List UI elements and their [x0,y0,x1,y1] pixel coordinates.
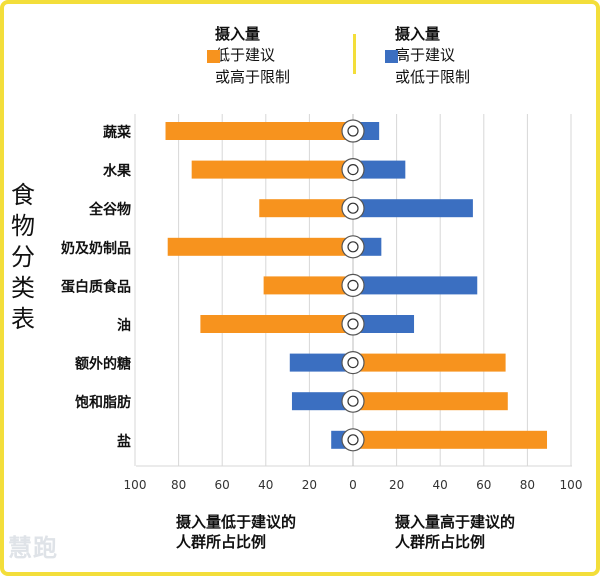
legend-over-line-2: 或低于限制 [395,68,471,86]
dairy-icon-glyph [347,241,359,253]
x-tick-label: 100 [124,478,147,492]
x-tick-label: 60 [215,478,230,492]
x-tick-label: 20 [302,478,317,492]
watermark-logo: 慧跑 [8,534,58,562]
bar-right-7 [353,353,506,372]
bar-left-7 [289,353,353,372]
legend-under-title: 摄入量 [215,25,261,43]
footer-over-line-1: 摄入量高于建议的 [395,513,516,531]
grain-icon-glyph [347,202,359,214]
y-title-char: 食 [11,181,35,209]
dairy-icon [341,235,365,259]
butter-icon [341,389,365,413]
bar-left-8 [291,392,353,411]
sugar-icon [341,351,365,375]
bar-right-3 [353,199,473,218]
category-label: 蛋白质食品 [61,278,131,295]
fruit-icon-glyph [347,164,359,176]
bar-right-6 [353,315,415,333]
oil-icon [341,312,365,336]
bar-left-2 [191,160,353,179]
bar-left-6 [200,315,353,333]
y-title-char: 物 [11,212,35,240]
salt-icon-glyph [347,434,359,446]
category-label: 水果 [103,163,132,180]
legend-over: 摄入量 高于建议 或低于限制 [385,24,525,88]
bar-right-8 [353,392,508,411]
x-tick-label: 100 [560,478,583,492]
grain-icon [341,196,365,220]
x-tick-label: 40 [433,478,448,492]
y-title-char: 分 [11,243,35,271]
bar-left-1 [165,122,353,140]
salt-icon [341,428,365,452]
protein-icon [341,273,365,297]
y-title-char: 类 [11,274,35,302]
bar-left-4 [167,237,353,256]
bar-right-2 [353,160,406,179]
category-label: 额外的糖 [75,356,131,373]
footer-over-note: 摄入量高于建议的 人群所占比例 [395,512,515,552]
footer-under-note: 摄入量低于建议的 人群所占比例 [176,512,296,552]
legend-under: 摄入量 低于建议 或高于限制 [207,24,345,88]
category-label: 饱和脂肪 [75,394,131,411]
protein-icon-glyph [347,279,359,291]
category-label: 油 [117,317,131,334]
oil-icon-glyph [347,318,359,330]
fruit-icon [341,158,365,182]
bar-left-3 [259,199,353,218]
y-axis-title: 食 物 分 类 表 [10,180,36,335]
broccoli-icon-glyph [347,125,359,137]
legend-under-swatch [207,50,220,63]
category-label: 奶及奶制品 [61,240,131,257]
sugar-icon-glyph [347,357,359,369]
footer-under-line-2: 人群所占比例 [176,533,267,551]
legend-under-line-1: 低于建议 [215,46,276,64]
category-label: 蔬菜 [103,124,132,141]
x-tick-label: 80 [520,478,535,492]
broccoli-icon [341,119,365,143]
category-label: 盐 [117,433,131,450]
legend-over-line-1: 高于建议 [395,46,456,64]
x-tick-label: 0 [349,478,357,492]
legend-under-line-2: 或高于限制 [215,68,291,86]
footer-over-line-2: 人群所占比例 [395,533,486,551]
legend-over-title: 摄入量 [395,25,441,43]
bar-left-5 [263,276,353,295]
legend-divider [353,34,356,74]
footer-under-line-1: 摄入量低于建议的 [176,513,297,531]
x-tick-label: 80 [171,478,186,492]
y-title-char: 表 [11,305,35,333]
legend-over-swatch [385,50,398,63]
x-tick-label: 60 [476,478,491,492]
bar-right-9 [353,430,548,449]
butter-icon-glyph [347,395,359,407]
bar-right-5 [353,276,478,295]
x-tick-label: 40 [258,478,273,492]
x-tick-label: 20 [389,478,404,492]
category-label: 全谷物 [88,201,131,218]
